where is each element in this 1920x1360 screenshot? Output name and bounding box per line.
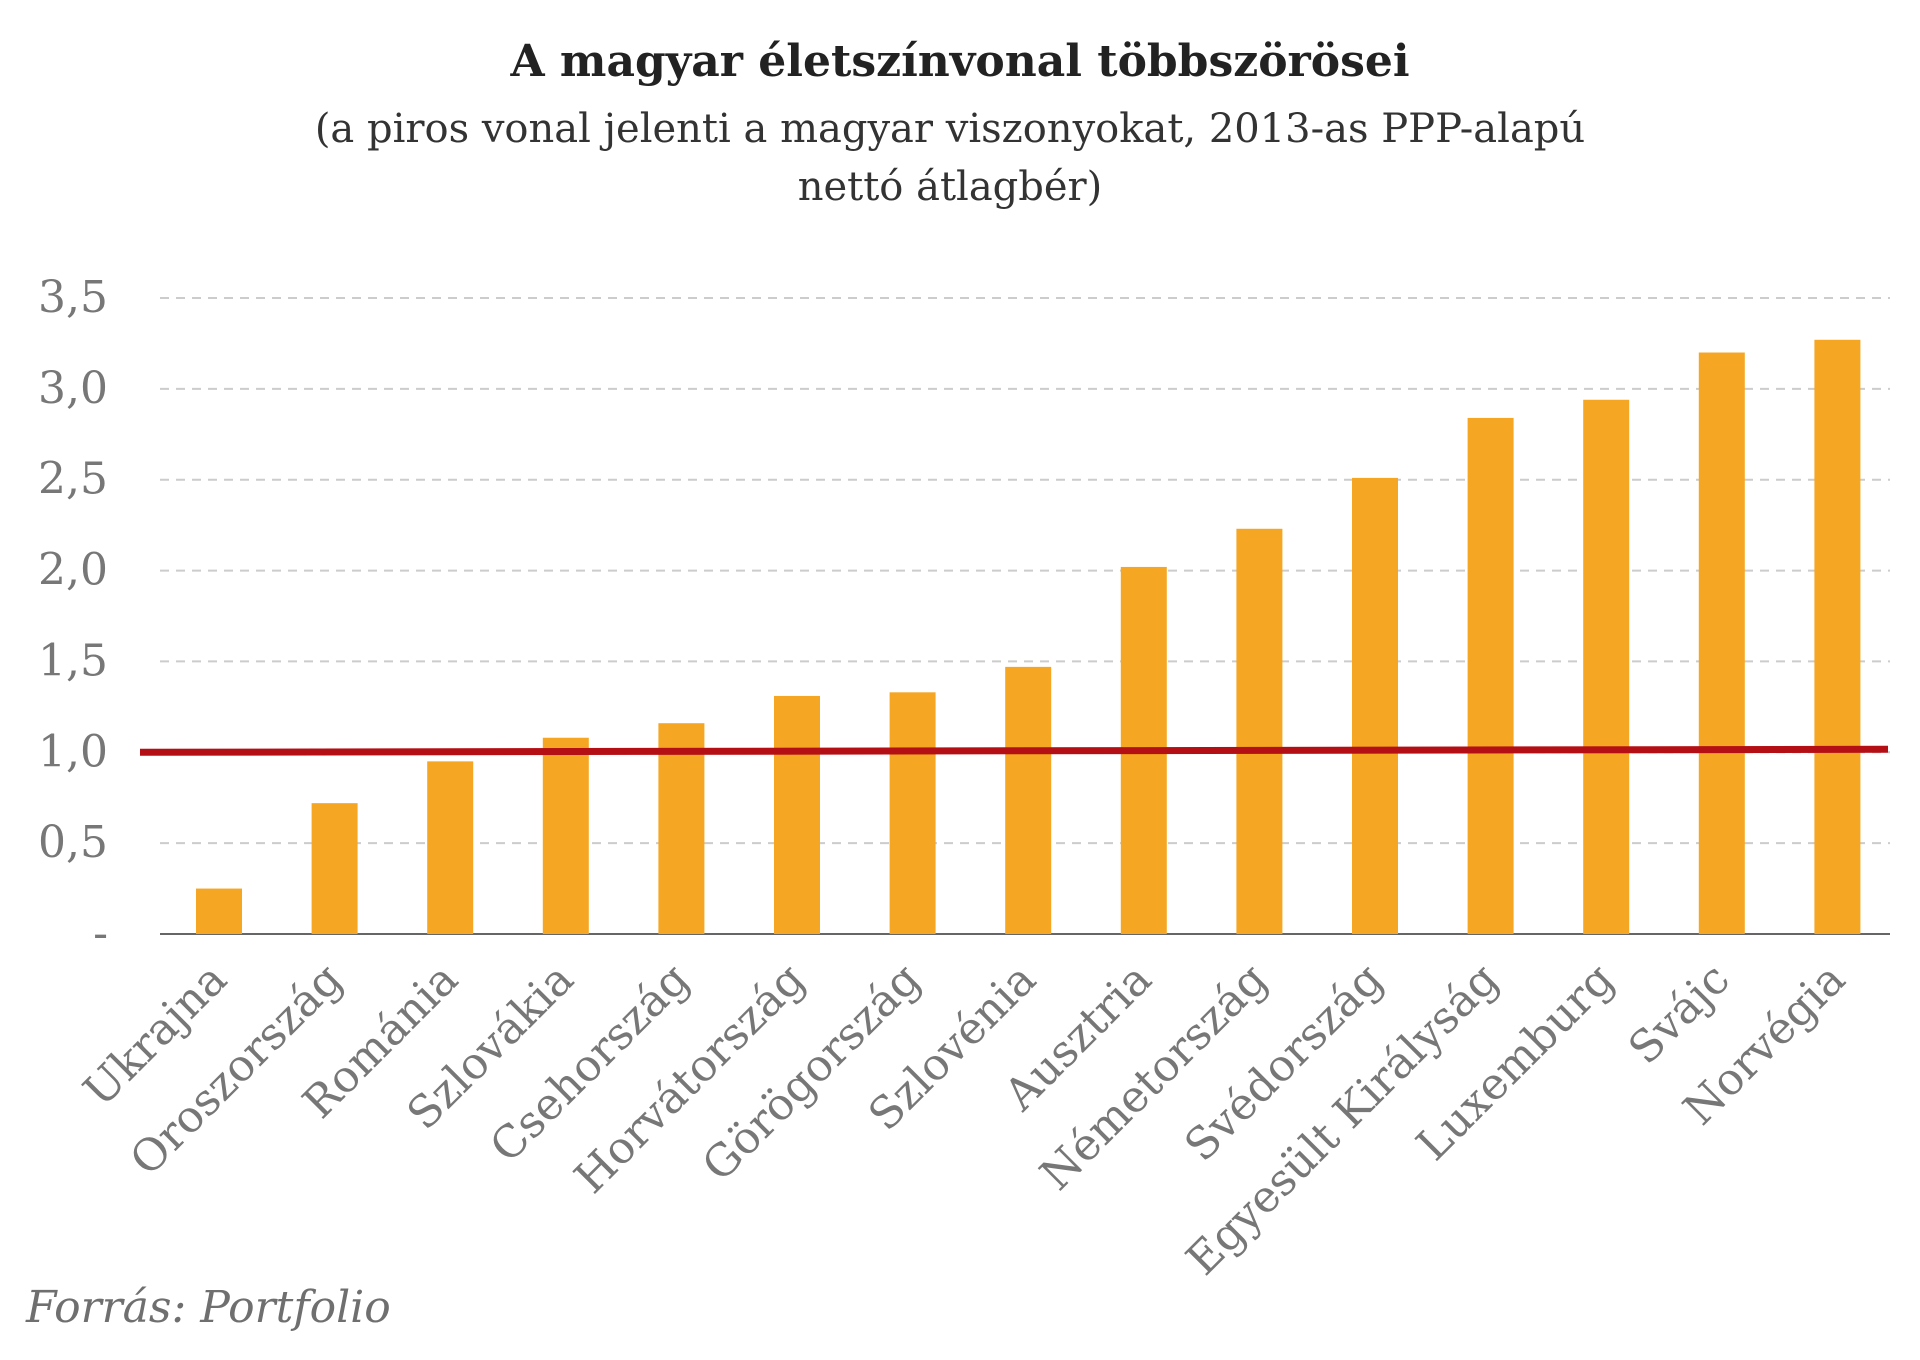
bar [542,737,589,934]
y-tick-label: 2,5 [38,454,108,505]
y-tick-label: 1,5 [38,635,108,686]
source-note: Forrás: Portfolio [26,1282,391,1333]
x-tick-label: Csehország [480,954,699,1173]
bar [889,692,936,934]
y-tick-label: 0,5 [38,817,108,868]
bar [658,723,705,934]
y-tick-label: 2,0 [38,545,108,596]
y-tick-label: - [93,908,108,959]
reference-line [139,745,1889,756]
y-tick-label: 1,0 [38,726,108,777]
chart-subtitle: (a piros vonal jelenti a magyar viszonyo… [200,100,1700,216]
bar [427,761,474,934]
bar [1814,339,1861,934]
y-tick-label: 3,5 [38,272,108,323]
bar [1583,399,1630,934]
bar [196,888,242,934]
chart-subtitle-line-2: nettó átlagbér) [797,164,1103,210]
y-tick-label: 3,0 [38,363,108,414]
bar [1698,352,1745,934]
bar [1005,666,1052,934]
bar [311,803,358,934]
bar [1467,417,1514,935]
bar [774,695,820,934]
bar [1352,477,1398,934]
chart-subtitle-line-1: (a piros vonal jelenti a magyar viszonyo… [314,106,1586,152]
bar [1236,528,1283,934]
chart-title: A magyar életszínvonal többszörösei [510,36,1410,87]
